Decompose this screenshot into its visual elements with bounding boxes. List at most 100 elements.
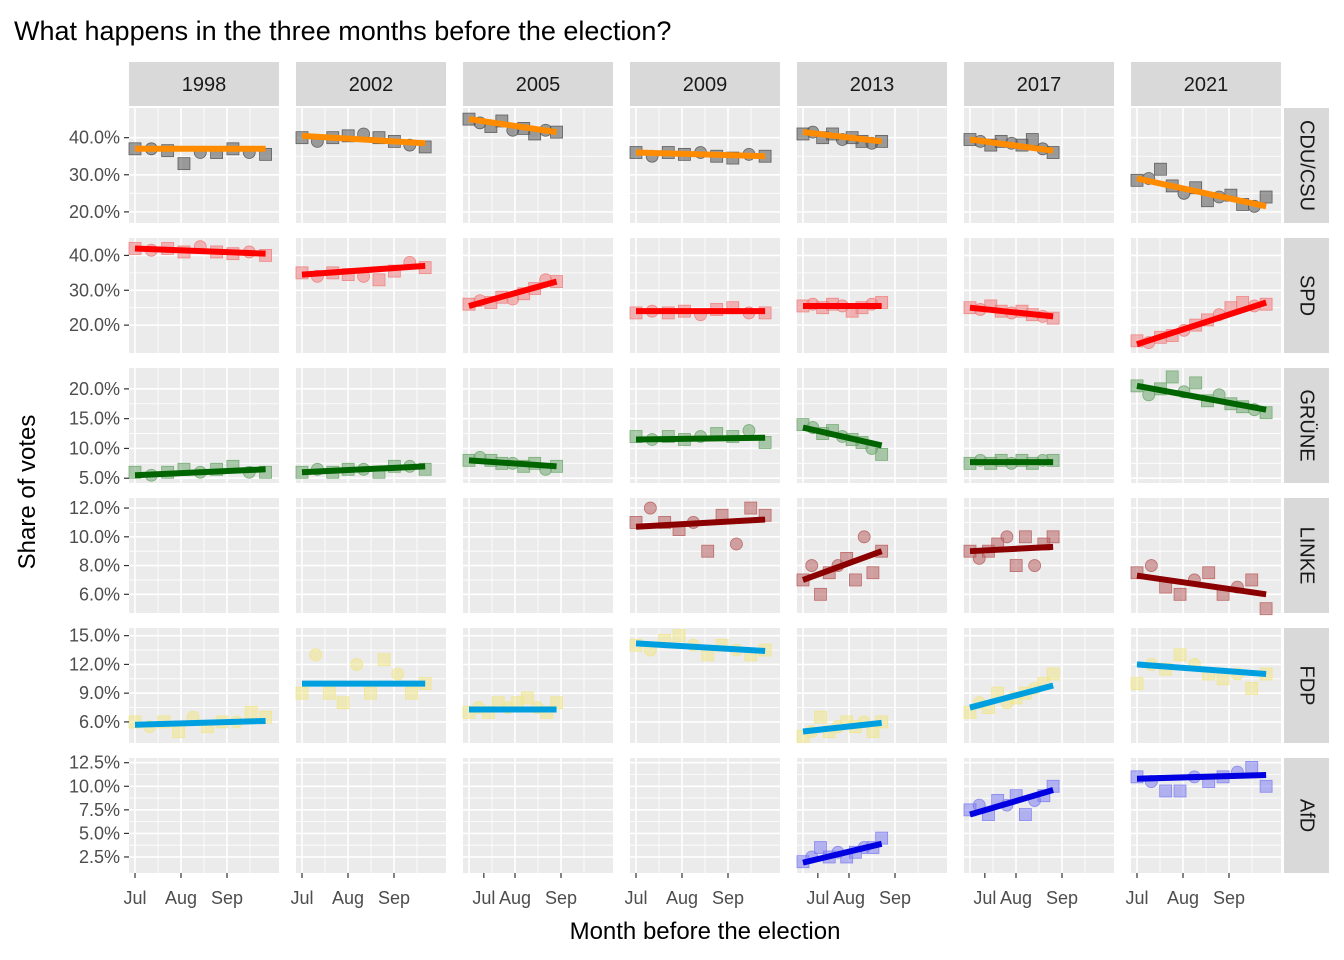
strip-bg-2005: [463, 62, 613, 106]
x-tick-label-2017-0: Jul: [973, 888, 996, 908]
y-tick-label-fdp-2: 12.0%: [69, 654, 120, 674]
strip-bg-1998: [129, 62, 279, 106]
x-tick-label-2013-0: Jul: [806, 888, 829, 908]
data-point-fdp-2002: [391, 667, 405, 681]
data-point-cdu-csu-2021: [1154, 162, 1167, 176]
x-tick-label-2017-2: Sep: [1046, 888, 1078, 908]
panel-cdu-csu-2017: [963, 108, 1114, 223]
x-tick-label-2009-1: Aug: [666, 888, 698, 908]
x-tick-label-2002-0: Jul: [290, 888, 313, 908]
x-tick-label-2005-2: Sep: [545, 888, 577, 908]
trend-line-fdp-2009: [635, 640, 766, 654]
x-tick-label-2021-2: Sep: [1213, 888, 1245, 908]
strip-label-2002: 2002: [349, 74, 394, 96]
x-tick-label-2002-2: Sep: [378, 888, 410, 908]
x-tick-label-2013-1: Aug: [833, 888, 865, 908]
panel-fdp-1998: [128, 628, 279, 743]
data-point-linke-2021: [1144, 559, 1158, 572]
strip-label-2005: 2005: [516, 74, 561, 96]
strip-label-2009: 2009: [683, 74, 728, 96]
data-point-afd-2021: [1159, 784, 1173, 798]
x-axis-title: Month before the election: [570, 918, 841, 945]
strip-bg-linke: [1284, 498, 1329, 613]
strip-label-2021: 2021: [1184, 74, 1229, 96]
x-tick-label-2009-2: Sep: [712, 888, 744, 908]
trend-line-cdu-csu-2009: [635, 149, 766, 160]
data-point-linke-2013: [857, 530, 871, 544]
data-point-fdp-2002: [405, 686, 418, 700]
trend-line-afd-2017: [969, 787, 1054, 818]
y-tick-label-grune-1: 10.0%: [69, 438, 120, 458]
chart-title: What happens in the three months before …: [14, 16, 671, 46]
data-point-fdp-2017: [1046, 667, 1060, 681]
panel-linke-1998: [129, 498, 279, 613]
panel-grune-1998: [128, 368, 279, 483]
panel-grune-2002: [295, 368, 446, 483]
data-point-grune-2013: [875, 447, 889, 461]
data-point-fdp-2021: [1130, 677, 1144, 690]
panel-fdp-2002: [295, 628, 446, 743]
y-tick-label-afd-2: 7.5%: [79, 800, 120, 820]
x-tick-label-1998-2: Sep: [211, 888, 243, 908]
panel-grune-2017: [963, 368, 1114, 483]
panel-cdu-csu-2005: [462, 108, 613, 223]
data-point-linke-2017: [1028, 559, 1042, 572]
data-point-fdp-2002: [377, 653, 391, 667]
data-point-fdp-2013: [814, 710, 827, 724]
data-point-fdp-2021: [1216, 672, 1230, 686]
data-point-fdp-2002: [336, 696, 350, 710]
panel-spd-2005: [462, 238, 613, 353]
panel-linke-2017: [963, 498, 1114, 613]
y-tick-label-afd-3: 10.0%: [69, 776, 120, 796]
panel-linke-2002: [296, 498, 446, 613]
data-point-fdp-2021: [1173, 648, 1187, 662]
trend-line-grune-2002: [301, 463, 426, 476]
strip-cdu-csu: CDU/CSU: [1284, 108, 1329, 223]
trend-line-fdp-2013: [802, 719, 882, 735]
data-point-grune-2021: [1189, 376, 1203, 390]
data-point-afd-2021: [1259, 779, 1273, 793]
y-tick-label-fdp-3: 15.0%: [69, 626, 120, 646]
data-point-linke-2009: [744, 501, 758, 515]
y-tick-label-linke-0: 6.0%: [79, 584, 120, 604]
strip-bg-2002: [296, 62, 446, 106]
y-tick-label-fdp-0: 6.0%: [79, 712, 120, 732]
strip-bg-grune: [1284, 368, 1329, 483]
panel-fdp-2005: [462, 628, 613, 743]
trend-line-spd-1998: [134, 245, 266, 257]
panel-linke-2021: [1130, 498, 1281, 616]
panel-linke-2013: [796, 498, 947, 613]
panels-layer: 1998 2002 2005 2009 2013 2017 2021 CDU/CSU SPD GR…: [128, 62, 1329, 873]
trend-line-grune-1998: [134, 466, 266, 479]
panel-spd-1998: [128, 238, 279, 353]
y-axis-title: Share of votes: [14, 415, 41, 570]
data-point-linke-2021: [1245, 573, 1259, 587]
panel-spd-2013: [796, 238, 947, 353]
panel-afd-2009: [630, 758, 780, 873]
data-point-spd-2002: [372, 273, 386, 287]
y-tick-label-spd-2: 40.0%: [69, 245, 120, 265]
strip-fdp: FDP: [1284, 628, 1329, 743]
panel-spd-2017: [963, 238, 1114, 353]
trend-line-fdp-1998: [134, 717, 266, 728]
strip-bg-2009: [630, 62, 780, 106]
data-point-fdp-1998: [172, 725, 185, 738]
panel-grune-2021: [1130, 368, 1281, 483]
data-point-cdu-csu-2021: [1259, 190, 1273, 204]
data-point-fdp-2002: [309, 648, 323, 662]
panel-cdu-csu-1998: [128, 108, 279, 223]
panel-cdu-csu-2013: [796, 108, 947, 223]
data-point-linke-2013: [805, 559, 819, 572]
panel-spd-2009: [629, 238, 780, 353]
data-point-afd-2021: [1173, 784, 1187, 798]
trend-line-cdu-csu-2013: [802, 129, 882, 145]
data-point-grune-2009: [742, 424, 756, 437]
y-tick-label-cdu-csu-1: 30.0%: [69, 165, 120, 185]
data-point-linke-2021: [1259, 602, 1273, 616]
y-tick-label-fdp-1: 9.0%: [79, 683, 120, 703]
strip-2021: 2021: [1131, 62, 1281, 106]
data-point-fdp-2021: [1245, 681, 1259, 695]
strip-bg-2017: [964, 62, 1114, 106]
strip-label-2013: 2013: [850, 74, 895, 96]
panel-grune-2005: [462, 368, 613, 483]
